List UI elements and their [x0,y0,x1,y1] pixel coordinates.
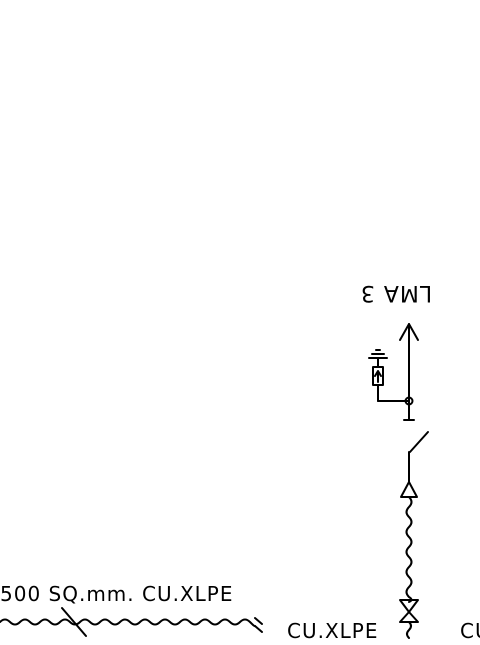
feeder-label-group: LMA 3 [360,280,432,305]
feeder-label: LMA 3 [360,280,432,305]
cable-termination-lower [399,599,419,639]
horizontal-cable [0,617,263,633]
cable-slash-marker [61,607,87,637]
cable-material-label: CU.XLPE [287,619,379,640]
outgoing-arrow [399,323,419,403]
disconnect-switch [408,431,429,483]
vertical-cable [405,496,413,603]
cable-spec-label: 500 SQ.mm. CU.XLPE [0,582,234,606]
earthing-switch [368,349,410,402]
cable-material-label-cut: CU [460,619,480,640]
isolator-stub [403,400,415,421]
cable-termination-upper [400,481,418,498]
